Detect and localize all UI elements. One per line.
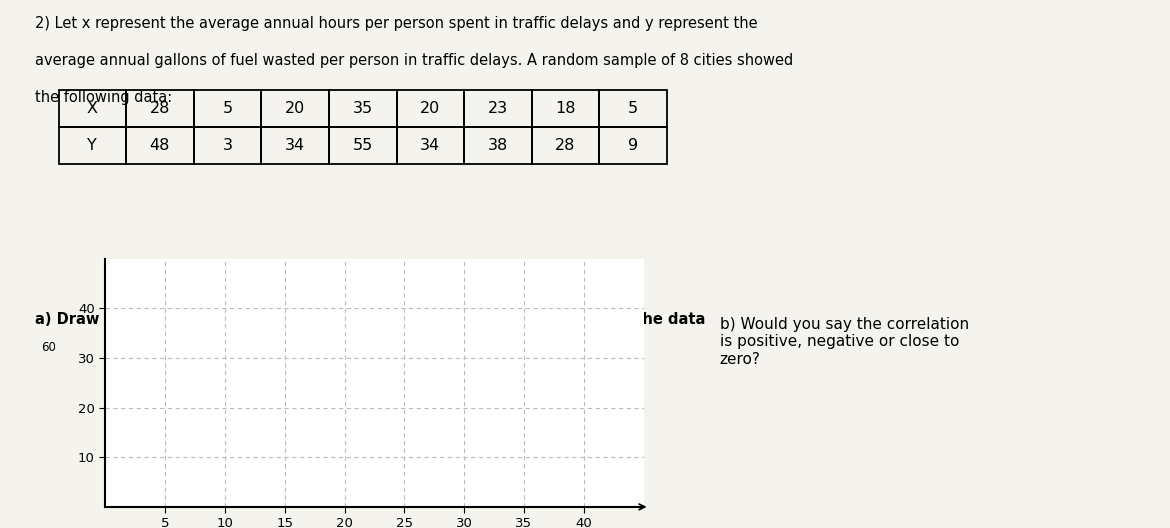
Text: 28: 28 bbox=[556, 138, 576, 153]
Text: 2) Let x represent the average annual hours per person spent in traffic delays a: 2) Let x represent the average annual ho… bbox=[35, 16, 758, 31]
Text: 3: 3 bbox=[222, 138, 233, 153]
Text: 38: 38 bbox=[488, 138, 508, 153]
Text: the following data:: the following data: bbox=[35, 90, 172, 105]
Text: Y: Y bbox=[88, 138, 97, 153]
Text: average annual gallons of fuel wasted per person in traffic delays. A random sam: average annual gallons of fuel wasted pe… bbox=[35, 53, 793, 68]
Bar bbox=[329, 127, 397, 164]
Text: 50 Ave. Gallons: 50 Ave. Gallons bbox=[117, 341, 221, 354]
Text: 34: 34 bbox=[420, 138, 440, 153]
Text: X: X bbox=[87, 101, 98, 116]
Text: 35: 35 bbox=[352, 101, 373, 116]
Text: 55: 55 bbox=[352, 138, 373, 153]
Text: 48: 48 bbox=[150, 138, 170, 153]
Bar bbox=[126, 127, 194, 164]
Text: 9: 9 bbox=[628, 138, 638, 153]
Bar bbox=[329, 90, 397, 127]
Bar bbox=[194, 127, 261, 164]
Bar bbox=[261, 90, 329, 127]
Bar bbox=[531, 127, 599, 164]
Bar bbox=[599, 127, 667, 164]
Text: a) Draw a scatter plot diagram and the line that you think that best fits the da: a) Draw a scatter plot diagram and the l… bbox=[35, 312, 706, 326]
Text: 28: 28 bbox=[150, 101, 170, 116]
Bar bbox=[194, 90, 261, 127]
Bar bbox=[58, 127, 126, 164]
Bar bbox=[464, 127, 531, 164]
Text: 60: 60 bbox=[41, 341, 56, 354]
Text: 5: 5 bbox=[628, 101, 638, 116]
Bar bbox=[261, 127, 329, 164]
Text: 20: 20 bbox=[285, 101, 305, 116]
Bar bbox=[58, 90, 126, 127]
Bar bbox=[599, 90, 667, 127]
Bar bbox=[126, 90, 194, 127]
Text: 20: 20 bbox=[420, 101, 440, 116]
Text: 18: 18 bbox=[556, 101, 576, 116]
Bar bbox=[397, 90, 464, 127]
Bar bbox=[531, 90, 599, 127]
Bar bbox=[397, 127, 464, 164]
Text: 34: 34 bbox=[285, 138, 305, 153]
Text: b) Would you say the correlation
is positive, negative or close to
zero?: b) Would you say the correlation is posi… bbox=[720, 317, 969, 366]
Bar bbox=[464, 90, 531, 127]
Text: 5: 5 bbox=[222, 101, 233, 116]
Text: 23: 23 bbox=[488, 101, 508, 116]
